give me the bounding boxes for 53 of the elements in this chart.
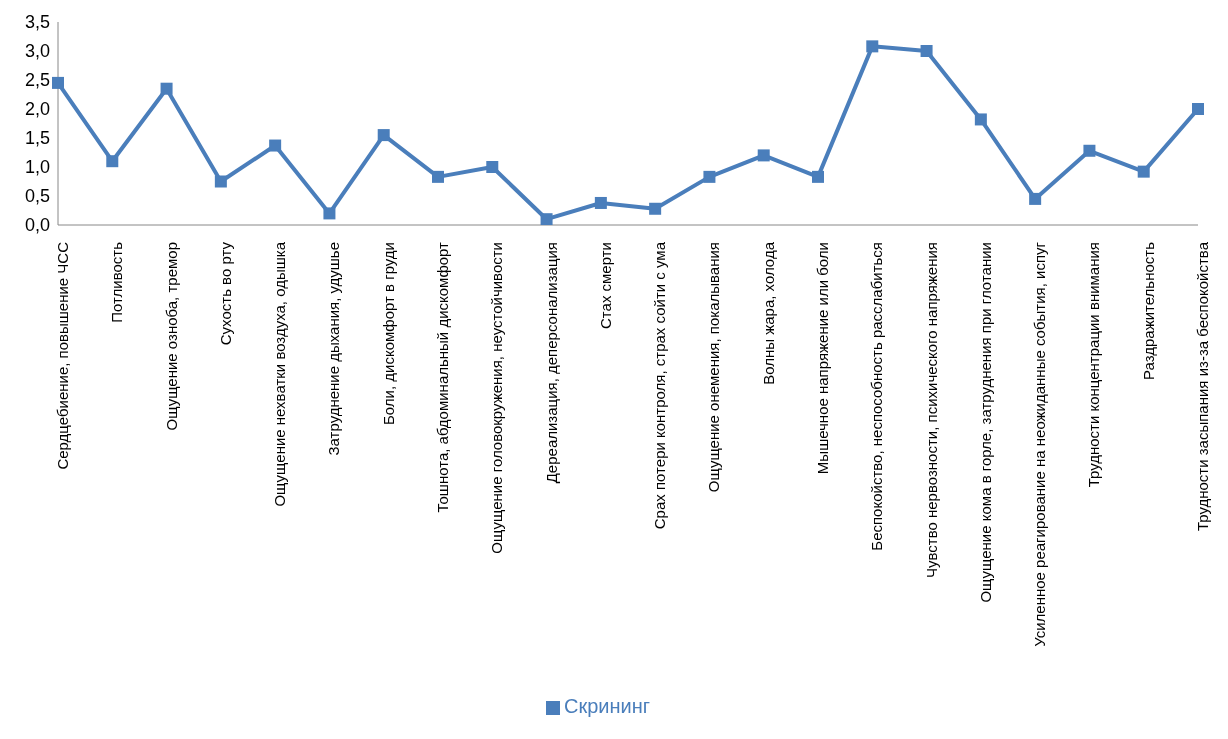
point (52, 76, 64, 89)
y-tick-label: 1,5 (24, 128, 50, 149)
point (866, 40, 879, 53)
x-tick-label: Затруднение дыхания, удушье (325, 242, 343, 456)
point (214, 175, 227, 188)
x-tick-label: Беспокойство, неспособность расслабиться (868, 242, 886, 551)
x-tick-label: Боли, дискомфорт в груди (379, 242, 397, 425)
point (920, 45, 933, 57)
x-tick-label: Дереализация, деперсонализация (542, 242, 560, 484)
x-tick-label: Тошнота, абдоминальный дискомфорт (434, 241, 451, 513)
point (106, 155, 119, 168)
point (1029, 192, 1042, 205)
x-tick-label: Трудности засыпания из-за беспокойства (1194, 241, 1211, 532)
point (1137, 165, 1150, 178)
point (323, 207, 336, 220)
x-tick-label: Срах потери контроля, страх сойти с ума (651, 241, 669, 530)
x-tick-label: Ощущение озноба, тремор (162, 242, 180, 431)
y-tick-label: 2,0 (24, 99, 50, 120)
x-tick-label: Трудности концентрации внимания (1085, 242, 1103, 488)
x-tick-label: Ощущение кома в горле, затруднения при глотании (976, 242, 994, 603)
y-tick-label: 1,0 (24, 157, 50, 178)
y-tick-label: 0,0 (24, 215, 50, 236)
x-tick-label: Сухость во рту (216, 241, 234, 346)
point (594, 196, 607, 209)
point (649, 202, 662, 215)
point (486, 161, 499, 173)
point (160, 82, 173, 95)
point (812, 170, 824, 183)
x-tick-label: Стах смерти (596, 242, 614, 329)
point (1192, 103, 1204, 115)
point (1083, 144, 1096, 157)
point (377, 129, 390, 142)
y-tick-label: 2,5 (24, 70, 50, 91)
x-tick-label: Сердцебиение, повышение ЧСС (54, 241, 71, 470)
y-tick-label: 3,0 (24, 41, 50, 62)
x-tick-label: Потливость (108, 241, 126, 323)
y-tick-label: 0,5 (24, 186, 50, 207)
legend-label: Скрининг (563, 695, 651, 717)
point (432, 170, 444, 183)
point (540, 213, 553, 225)
x-tick-label: Чувство нервозности, психического напряжения (922, 242, 940, 578)
y-tick-label: 3,5 (24, 12, 50, 33)
x-tick-label: Раздражительность (1139, 241, 1157, 381)
point (757, 149, 770, 162)
x-tick-label: Мышечное напряжение или боли (814, 242, 831, 475)
x-tick-label: Ощущение онемения, покалывания (705, 242, 723, 493)
point (703, 170, 716, 183)
x-tick-label: Ощущение нехватки воздуха, одышка (271, 241, 289, 507)
x-tick-label: Волны жара, холода (759, 241, 777, 385)
x-tick-label: Ощущение головокружения, неустойчивости (488, 242, 506, 554)
point (269, 139, 282, 152)
x-tick-label: Усиленное реагирование на неожиданные события, испуг (1031, 241, 1049, 647)
point (974, 113, 987, 126)
